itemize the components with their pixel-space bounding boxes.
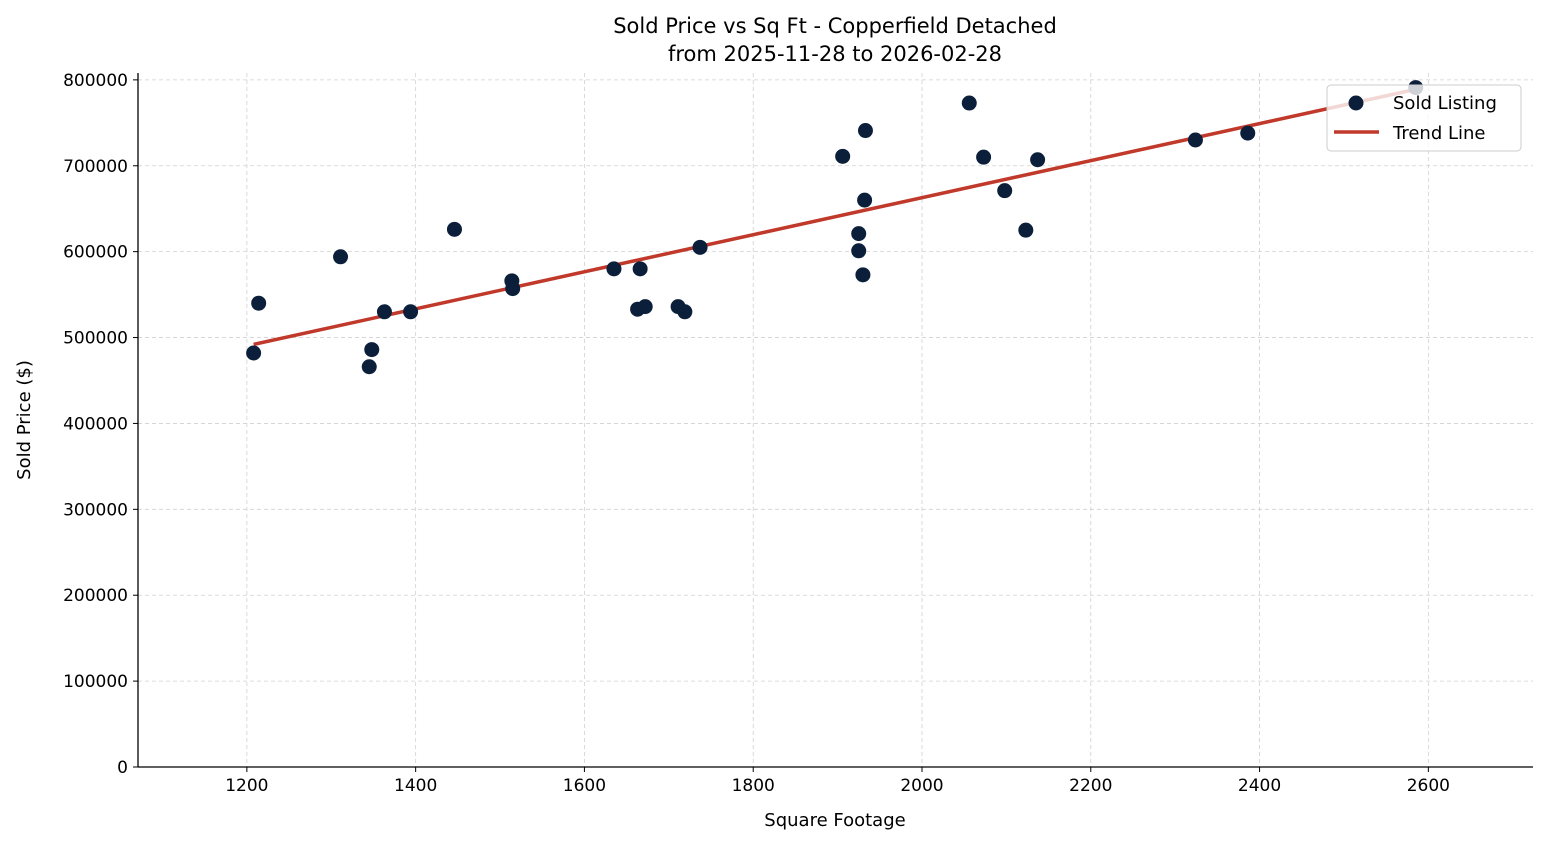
data-point [333, 249, 349, 265]
legend-label-sold-listing: Sold Listing [1393, 93, 1497, 114]
x-tick-label: 1400 [394, 776, 437, 796]
data-point [1018, 222, 1034, 238]
y-tick-label: 100000 [63, 672, 128, 692]
data-point [855, 267, 871, 283]
y-tick-label: 200000 [63, 586, 128, 606]
data-point [976, 149, 992, 165]
data-point [246, 345, 262, 361]
data-point [997, 183, 1013, 199]
data-point [376, 304, 392, 320]
x-tick-label: 2600 [1407, 776, 1450, 796]
y-axis-label: Sold Price ($) [14, 360, 35, 480]
y-tick-label: 300000 [63, 500, 128, 520]
x-tick-label: 2000 [900, 776, 943, 796]
x-tick-label: 1800 [732, 776, 775, 796]
data-point [361, 359, 377, 375]
x-tick-label: 2200 [1069, 776, 1112, 796]
x-tick-label: 1600 [563, 776, 606, 796]
x-axis-label: Square Footage [764, 810, 905, 831]
trend-line-layer [253, 87, 1417, 347]
data-point [606, 261, 622, 277]
legend-label-trend-line: Trend Line [1392, 123, 1486, 144]
data-point [692, 239, 708, 255]
data-point [1240, 125, 1256, 141]
y-tick-label: 600000 [63, 243, 128, 263]
x-tick-label: 2400 [1238, 776, 1281, 796]
legend-box [1326, 84, 1522, 152]
data-point [364, 342, 380, 358]
data-point [851, 226, 867, 242]
data-point [857, 192, 873, 208]
data-point [961, 95, 977, 111]
grid [138, 73, 1533, 768]
data-point [851, 243, 867, 259]
points-layer [246, 80, 1424, 375]
data-point [446, 221, 462, 237]
y-tick-label: 800000 [63, 71, 128, 91]
data-point [632, 261, 648, 277]
data-point [505, 281, 521, 297]
y-tick-label: 0 [117, 758, 128, 778]
chart-title: Sold Price vs Sq Ft - Copperfield Detach… [613, 14, 1057, 38]
legend: Sold Listing Trend Line [1326, 84, 1522, 152]
y-tick-label: 400000 [63, 414, 128, 434]
axes: 1200 1400 1600 1800 2000 2200 2400 2600 0 100000 2… [63, 71, 1533, 796]
data-point [857, 123, 873, 139]
y-tick-label: 500000 [63, 329, 128, 349]
data-point [1030, 152, 1046, 168]
data-point [251, 295, 267, 311]
x-tick-label: 1200 [225, 776, 268, 796]
trend-line [253, 87, 1417, 347]
y-tick-label: 700000 [63, 157, 128, 177]
data-point [677, 304, 693, 320]
data-point [835, 148, 851, 164]
data-point [403, 304, 419, 320]
data-point [1187, 132, 1203, 148]
chart-subtitle: from 2025-11-28 to 2026-02-28 [668, 42, 1002, 66]
legend-marker-sold-listing [1348, 95, 1364, 111]
data-point [637, 299, 653, 315]
